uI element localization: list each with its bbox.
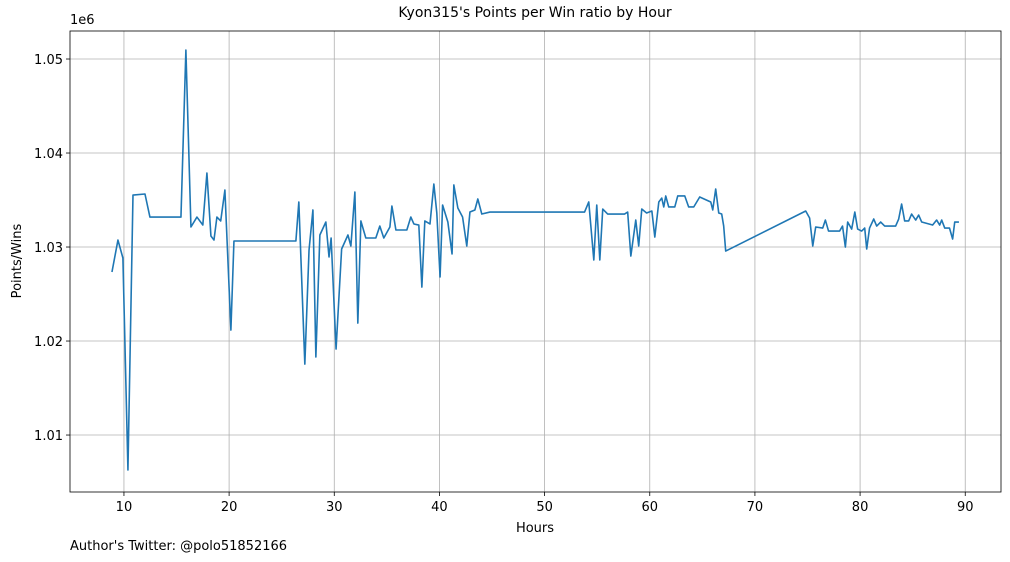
data-line xyxy=(111,49,959,471)
y-tick-label: 1.01 xyxy=(34,429,63,444)
x-tick-label: 60 xyxy=(641,500,658,515)
footer-note: Author's Twitter: @polo51852166 xyxy=(70,539,287,554)
y-tick-label: 1.02 xyxy=(34,335,63,350)
chart-title: Kyon315's Points per Win ratio by Hour xyxy=(398,5,671,21)
y-axis-label: Points/Wins xyxy=(10,223,25,298)
x-axis-label: Hours xyxy=(516,521,554,536)
x-tick-label: 40 xyxy=(431,500,448,515)
y-tick-label: 1.03 xyxy=(34,241,63,256)
offset-text: 1e6 xyxy=(70,13,95,28)
x-tick-label: 70 xyxy=(747,500,764,515)
x-tick-label: 80 xyxy=(852,500,869,515)
x-tick-label: 50 xyxy=(536,500,553,515)
x-tick-label: 10 xyxy=(116,500,133,515)
y-tick-label: 1.05 xyxy=(34,53,63,68)
x-tick-label: 30 xyxy=(326,500,343,515)
x-tick-label: 90 xyxy=(957,500,974,515)
y-tick-label: 1.04 xyxy=(34,147,63,162)
x-tick-label: 20 xyxy=(221,500,238,515)
plot-frame xyxy=(69,30,1002,493)
